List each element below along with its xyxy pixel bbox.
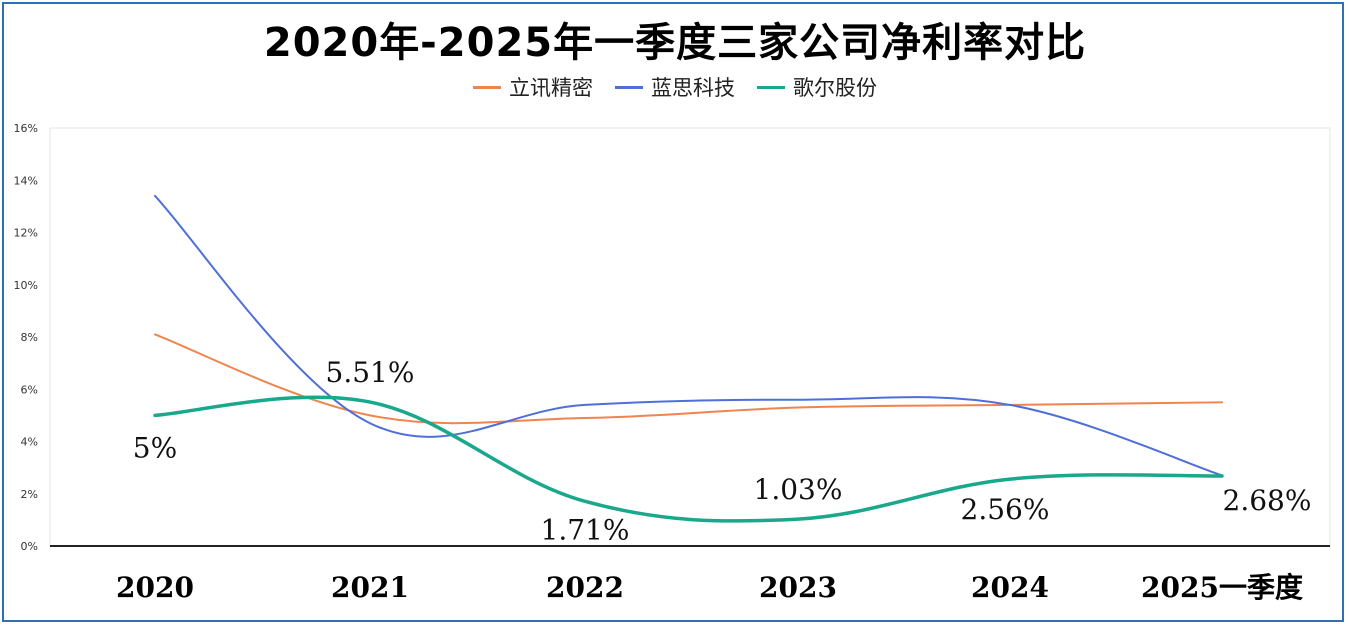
series-line-lixun (154, 333, 1223, 425)
chart-title: 2020年-2025年一季度三家公司净利率对比 (263, 20, 1087, 66)
legend-label-0: 立讯精密 (509, 76, 593, 100)
y-tick-label: 16% (14, 122, 38, 135)
legend-label-1: 蓝思科技 (651, 76, 735, 100)
data-label: 1.03% (754, 473, 843, 506)
legend-item-2: 歌尔股份 (757, 72, 877, 102)
data-label: 2.56% (961, 493, 1050, 526)
y-tick-label: 0% (21, 540, 38, 553)
y-tick-label: 14% (14, 174, 38, 187)
series-line-goertek (153, 395, 1224, 523)
data-label: 5.51% (326, 356, 415, 389)
legend-item-1: 蓝思科技 (615, 72, 735, 102)
x-tick-label: 2021 (331, 571, 409, 604)
x-tick-label: 2023 (759, 571, 837, 604)
legend-item-0: 立讯精密 (473, 72, 593, 102)
legend-swatch-2 (757, 85, 785, 89)
x-tick-label: 2020 (116, 571, 194, 604)
y-tick-label: 2% (21, 488, 38, 501)
legend-swatch-0 (473, 85, 501, 89)
legend-swatch-1 (615, 85, 643, 89)
y-tick-label: 12% (14, 227, 38, 240)
y-tick-label: 8% (21, 331, 38, 344)
data-label: 1.71% (541, 513, 630, 546)
y-tick-label: 6% (21, 383, 38, 396)
x-tick-label: 2025一季度 (1141, 571, 1303, 604)
series-line-lens (154, 194, 1223, 477)
x-tick-label: 2024 (971, 571, 1049, 604)
data-label: 2.68% (1223, 484, 1312, 517)
legend-label-2: 歌尔股份 (793, 76, 877, 100)
plot-area (49, 127, 1331, 547)
x-tick-label: 2022 (546, 571, 624, 604)
data-label: 5% (133, 431, 177, 464)
y-tick-label: 4% (21, 436, 38, 449)
y-tick-label: 10% (14, 279, 38, 292)
chart-legend: 立讯精密 蓝思科技 歌尔股份 (0, 72, 1350, 102)
